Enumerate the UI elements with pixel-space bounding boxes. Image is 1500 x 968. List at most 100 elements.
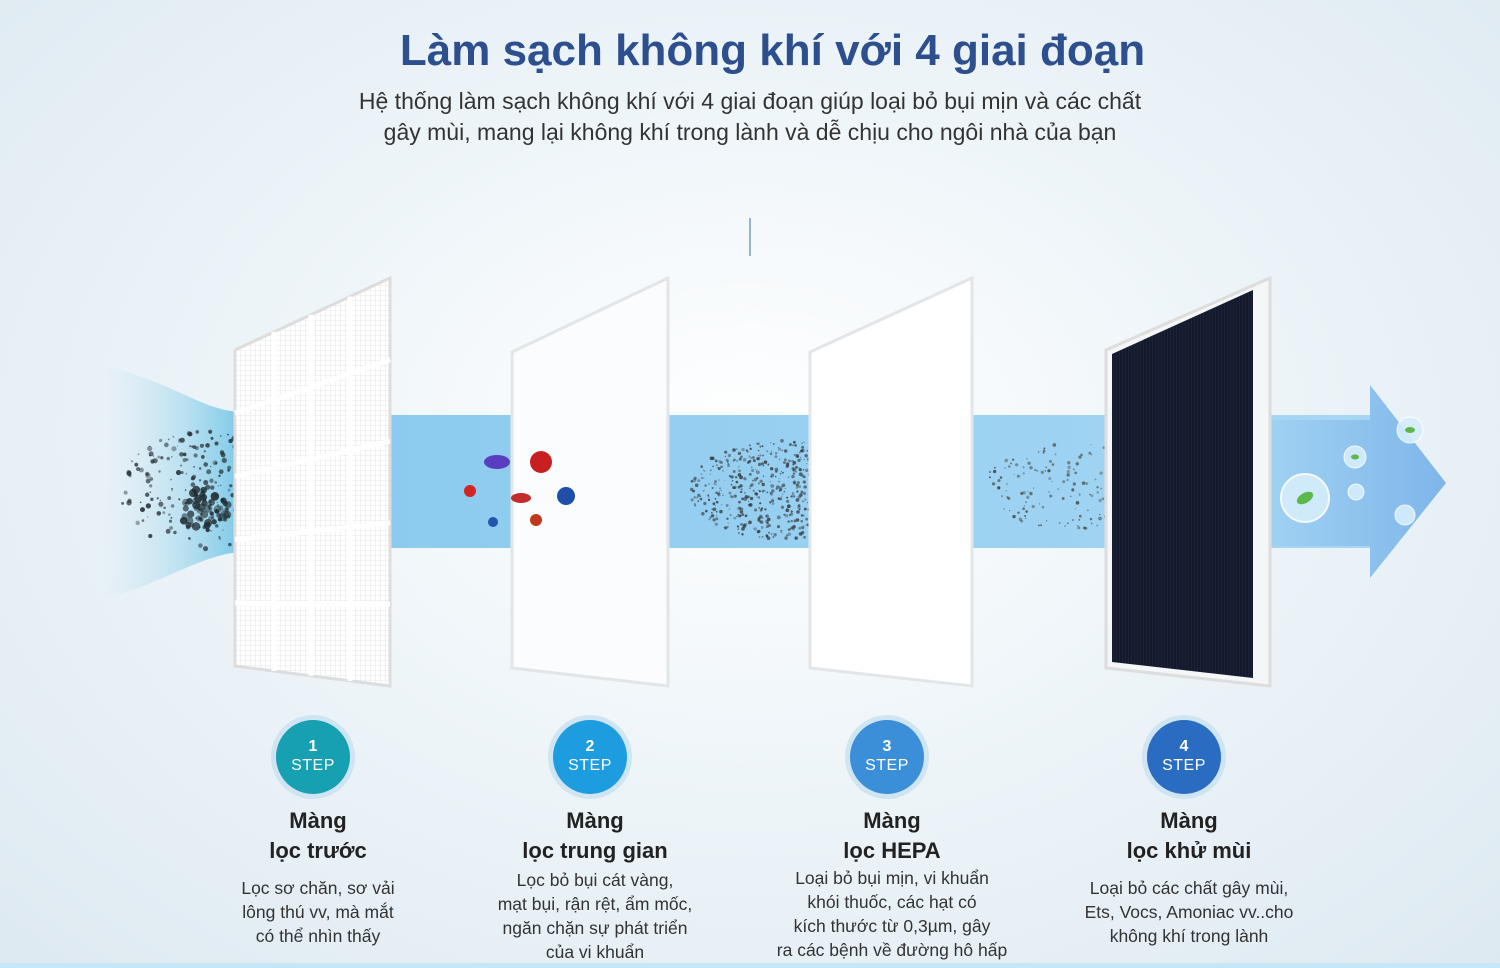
dust-particle	[187, 431, 193, 437]
dust-particle	[1010, 462, 1012, 465]
dust-particle	[1101, 497, 1105, 501]
dust-particle	[1015, 463, 1019, 467]
dust-particle	[166, 456, 170, 461]
dust-particle	[699, 495, 702, 498]
dust-particle	[749, 496, 754, 501]
dust-particle	[159, 499, 162, 502]
dust-particle	[701, 511, 705, 516]
dust-particle	[796, 481, 800, 485]
dust-particle	[182, 498, 190, 507]
dust-particle	[759, 446, 761, 448]
dust-particle	[734, 476, 738, 479]
dust-particle	[790, 519, 793, 523]
dust-particle	[171, 446, 177, 452]
dust-particle	[209, 511, 214, 516]
dust-particle	[145, 492, 150, 497]
dust-particle	[773, 532, 777, 537]
dust-particle	[770, 489, 775, 493]
dust-particle	[762, 475, 765, 477]
step-description-line: Lọc bỏ bụi cát vàng,	[516, 870, 674, 890]
dust-particle	[153, 455, 155, 457]
dust-particle	[217, 485, 219, 487]
dust-particle	[778, 458, 781, 460]
step-description-line: lông thú vv, mà mắt	[242, 902, 394, 922]
step-title: lọc khử mùi	[1126, 838, 1252, 863]
dust-particle	[710, 469, 712, 472]
dust-particle	[703, 489, 705, 491]
dust-particle	[214, 481, 218, 484]
dust-particle	[141, 519, 145, 522]
dust-particle	[1090, 522, 1093, 525]
dust-particle	[753, 508, 758, 512]
step-number: 2	[585, 738, 595, 755]
dust-particle	[1045, 520, 1048, 522]
dust-particle	[724, 450, 728, 454]
dust-particle	[210, 465, 212, 468]
dust-particle	[778, 489, 781, 492]
dust-particle	[1022, 472, 1025, 475]
dust-particle	[218, 536, 221, 539]
dust-particle	[226, 507, 229, 511]
clean-air-bubbles	[1280, 416, 1424, 526]
dust-particle	[188, 488, 198, 498]
dust-particle	[756, 457, 759, 461]
dust-particle	[1077, 526, 1081, 530]
dust-particle	[800, 458, 802, 460]
bottom-border	[0, 963, 1500, 968]
dust-particle	[1071, 488, 1075, 492]
dust-particle	[212, 460, 218, 466]
dust-particle	[790, 509, 792, 512]
dust-particle	[164, 442, 169, 448]
dust-particle	[158, 438, 163, 443]
dust-particle	[783, 458, 787, 462]
dust-particle	[795, 498, 800, 502]
dust-particle	[728, 508, 730, 510]
dust-particle	[770, 450, 773, 453]
dust-particle	[149, 477, 154, 481]
dust-particle	[778, 485, 783, 490]
dust-particle	[755, 468, 757, 470]
dust-particle	[224, 501, 232, 509]
step-title: Màng	[1160, 808, 1218, 833]
dust-particle	[759, 479, 763, 484]
dust-particle	[162, 511, 166, 515]
dust-particle	[736, 525, 740, 528]
dust-particle	[785, 508, 790, 513]
dust-particle	[767, 524, 771, 528]
dust-particle	[803, 492, 807, 495]
dust-particle	[134, 462, 139, 467]
dust-particle	[737, 451, 742, 455]
dust-particle	[145, 472, 151, 479]
dust-particle	[163, 506, 166, 510]
dust-particle	[1025, 510, 1028, 513]
dust-particle	[770, 473, 775, 477]
dust-particle	[693, 476, 697, 480]
step-description-line: Loại bỏ bụi mịn, vi khuẩn	[795, 868, 989, 888]
dust-particle	[740, 488, 743, 491]
dust-particle	[210, 492, 220, 501]
dust-particle	[1081, 481, 1086, 485]
dust-particle	[1066, 478, 1069, 482]
dust-particle	[753, 527, 757, 531]
dust-particle	[203, 450, 206, 453]
dust-particle	[1067, 465, 1071, 469]
dust-particle	[1040, 470, 1045, 474]
dust-particle	[1066, 469, 1071, 474]
dust-particle	[690, 480, 694, 483]
dust-particle	[997, 479, 1001, 483]
dust-particle	[200, 486, 207, 494]
dust-particle	[758, 506, 761, 509]
dust-particle	[1100, 487, 1102, 490]
step-label: STEP	[291, 757, 335, 774]
dust-particle	[178, 438, 181, 441]
dust-particle	[1076, 525, 1079, 527]
dust-particle	[712, 465, 715, 468]
dust-particle	[150, 497, 154, 502]
dust-particle	[796, 486, 798, 489]
dust-particle	[1042, 451, 1045, 454]
dust-particle	[1085, 482, 1089, 485]
dust-particle	[758, 489, 760, 491]
dust-particle	[774, 451, 778, 455]
dust-particle	[727, 463, 730, 465]
